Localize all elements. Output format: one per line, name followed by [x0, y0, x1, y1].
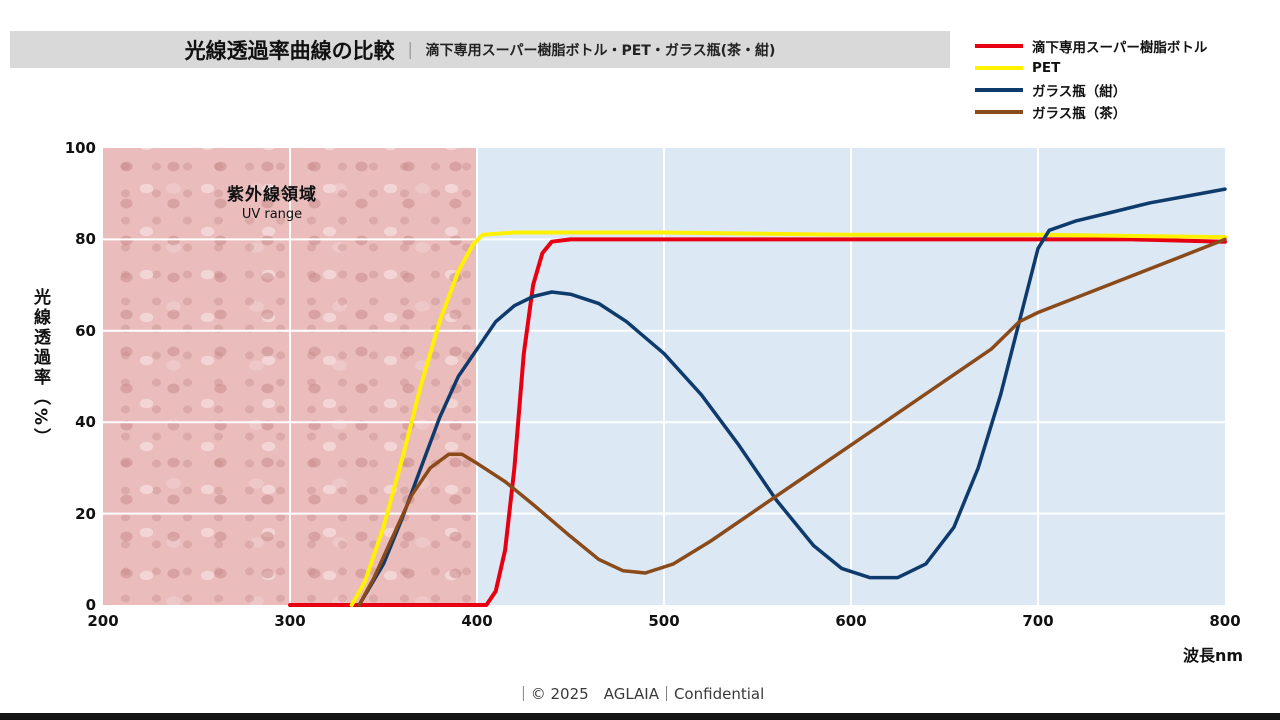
x-tick-label: 500: [648, 612, 680, 630]
legend-swatch: [975, 87, 1023, 92]
uv-region-label: 紫外線領域 UV range: [227, 180, 317, 222]
x-tick-label: 800: [1209, 612, 1241, 630]
legend-label: ガラス瓶（茶）: [1032, 105, 1127, 122]
legend-swatch: [975, 109, 1023, 114]
y-tick-label: 100: [64, 139, 96, 157]
chart-area: 紫外線領域 UV range: [103, 148, 1227, 607]
legend-item: ガラス瓶（紺）: [975, 80, 1207, 100]
y-tick-label: 80: [75, 230, 96, 249]
title-separator: ｜: [401, 42, 419, 62]
y-tick-label: 40: [75, 413, 96, 432]
x-tick-label: 700: [1022, 612, 1054, 630]
y-tick-label: 20: [75, 504, 96, 523]
legend-label: ガラス瓶（紺）: [1032, 83, 1127, 100]
series-line-2: [357, 187, 1227, 607]
page-title: 光線透過率曲線の比較: [184, 38, 395, 63]
chart-legend: 滴下専用スーパー樹脂ボトル PET ガラス瓶（紺） ガラス瓶（茶）: [975, 36, 1208, 122]
page-subtitle: 滴下専用スーパー樹脂ボトル・PET・ガラス瓶(茶・紺): [425, 42, 776, 59]
legend-item: PET: [975, 58, 1207, 77]
legend-swatch: [975, 43, 1023, 48]
series-line-0: [288, 237, 1227, 607]
x-tick-label: 300: [274, 612, 306, 630]
x-axis-title: 波長nm: [1183, 646, 1244, 665]
series-line-3: [357, 237, 1227, 607]
y-tick-label: 0: [85, 596, 96, 614]
x-tick-label: 600: [835, 612, 867, 630]
curves-svg: [103, 148, 1227, 607]
legend-swatch: [975, 65, 1023, 70]
bottom-bar: [0, 713, 1280, 720]
legend-label: 滴下専用スーパー樹脂ボトル: [1032, 39, 1208, 56]
x-tick-label: 200: [87, 612, 119, 630]
y-axis-title: 光線透過率（%）: [30, 288, 50, 449]
legend-item: 滴下専用スーパー樹脂ボトル: [975, 36, 1208, 56]
uv-region-label-en: UV range: [241, 207, 303, 222]
y-tick-label: 60: [75, 321, 96, 340]
legend-item: ガラス瓶（茶）: [975, 102, 1207, 122]
footer-text: ｜© 2025 AGLAIA｜Confidential: [515, 685, 765, 703]
legend-label: PET: [1032, 59, 1061, 76]
uv-region-label-jp: 紫外線領域: [227, 185, 317, 205]
x-tick-label: 400: [461, 612, 493, 630]
series-line-1: [349, 230, 1227, 607]
title-bar: 光線透過率曲線の比較 ｜ 滴下専用スーパー樹脂ボトル・PET・ガラス瓶(茶・紺): [10, 31, 950, 68]
